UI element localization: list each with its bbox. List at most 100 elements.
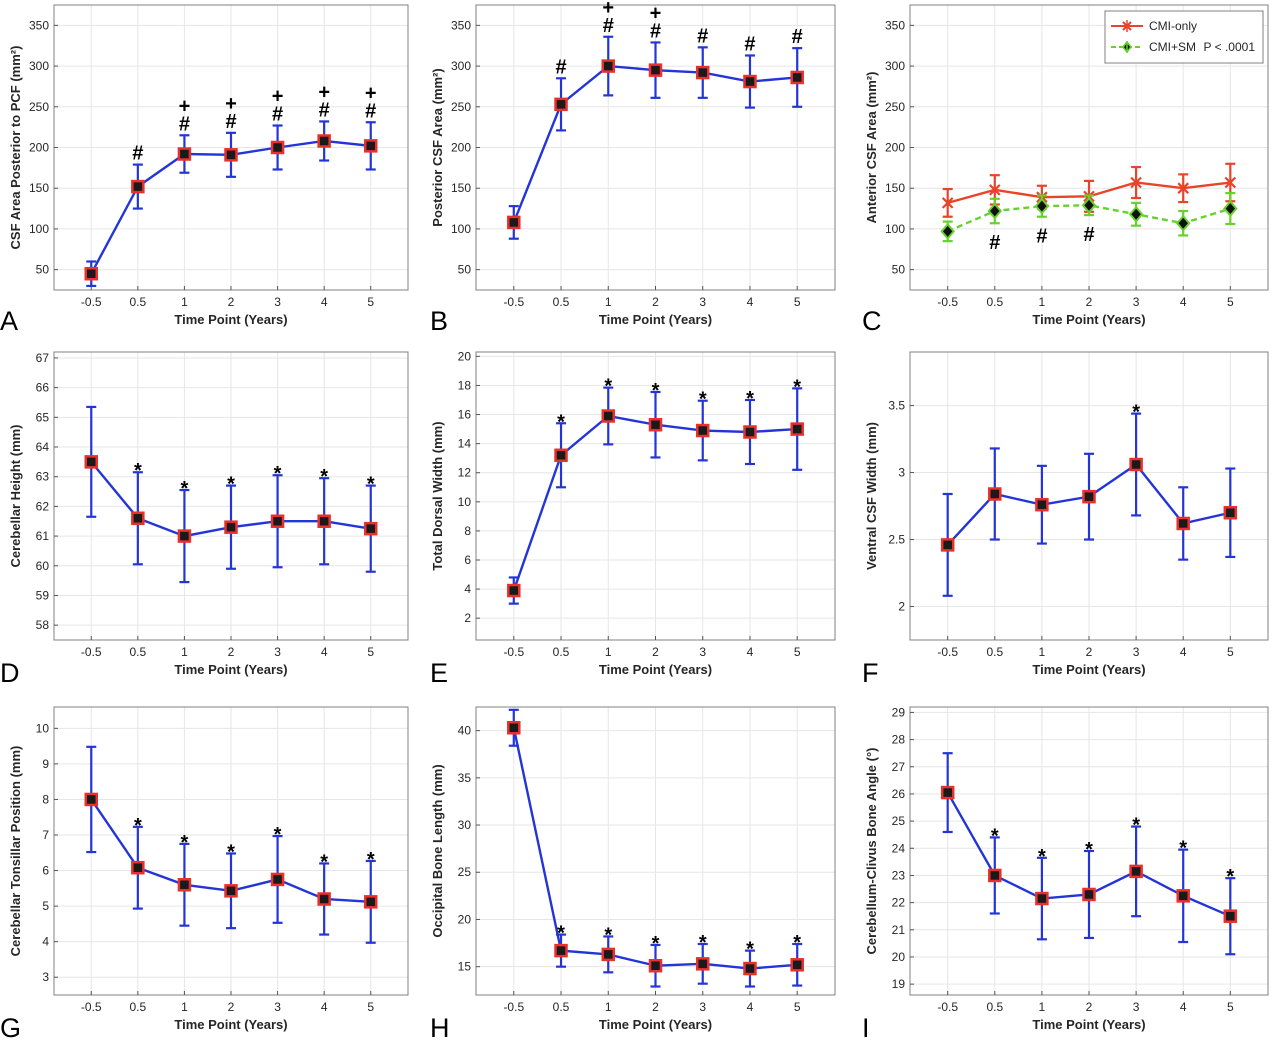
data-point [131,511,145,526]
significance-marker: # [650,20,661,42]
data-point [790,70,804,85]
data-point [988,868,1002,883]
x-axis-label: Time Point (Years) [599,1017,712,1032]
x-axis-label: Time Point (Years) [599,662,712,677]
significance-marker: # [792,26,803,48]
x-tick-label: 2 [1086,645,1093,659]
x-axis-label: Time Point (Years) [599,312,712,327]
y-tick-label: 8 [42,792,49,806]
data-point [507,583,521,598]
x-tick-label: -0.5 [81,645,102,659]
significance-marker: * [604,376,612,398]
significance-marker: * [367,849,375,871]
x-tick-label: 0.5 [986,645,1003,659]
x-tick-label: 1 [181,645,188,659]
y-tick-label: 250 [885,100,905,114]
significance-marker: + [225,93,237,115]
x-tick-label: 4 [1180,645,1187,659]
legend-p-value: P < .0001 [1204,40,1256,54]
y-tick-label: 2 [464,611,471,625]
data-point [131,179,145,194]
series-0 [84,120,378,288]
x-tick-label: 5 [367,645,374,659]
data-point [317,892,331,906]
data-point [84,455,99,469]
y-tick-label: 8 [464,524,471,538]
series-0 [940,752,1238,956]
significance-marker: + [179,95,191,117]
y-tick-label: 3.5 [888,399,905,413]
significance-marker: # [272,104,283,126]
significance-marker: # [132,143,143,165]
x-tick-label: 3 [1133,1000,1140,1014]
series-1 [940,192,1238,243]
x-tick-label: 4 [747,645,754,659]
y-tick-label: 250 [451,100,471,114]
data-point [1176,889,1190,903]
y-tick-label: 250 [29,100,49,114]
y-tick-label: 20 [458,912,472,926]
x-axis-label: Time Point (Years) [1032,1017,1145,1032]
data-point [940,538,955,552]
significance-marker: * [557,923,565,945]
significance-marker: * [320,851,328,873]
significance-marker: * [134,460,142,482]
significance-marker: * [557,411,565,433]
data-point [695,957,710,971]
significance-marker: * [1085,839,1093,861]
x-tick-label: 1 [181,295,188,309]
data-point [1222,200,1238,218]
y-axis-label: Anterior CSF Area (mm²) [864,72,879,224]
y-tick-label: 26 [892,787,906,801]
y-tick-label: 300 [29,59,49,73]
x-tick-label: 5 [794,1000,801,1014]
y-tick-label: 200 [29,141,49,155]
data-point [177,147,192,161]
x-tick-label: 2 [228,295,235,309]
significance-marker: # [555,56,566,78]
x-tick-label: -0.5 [937,295,958,309]
significance-marker: * [746,388,754,410]
data-point [601,947,616,962]
series-0 [507,35,804,240]
y-axis-label: Ventral CSF Width (mm) [864,422,879,570]
significance-marker: + [650,2,662,24]
data-point [1035,891,1049,906]
x-tick-label: 1 [1039,1000,1046,1014]
significance-marker: * [652,933,660,955]
data-point [1130,176,1142,189]
data-point [1082,489,1096,504]
y-tick-label: 4 [42,935,49,949]
y-tick-label: 58 [36,618,50,632]
y-axis-label: Cerebellar Tonsillar Position (mm) [8,746,23,957]
y-tick-label: 59 [36,588,50,602]
y-tick-label: 350 [29,18,49,32]
y-tick-label: 3 [898,466,905,480]
y-tick-label: 100 [451,222,471,236]
y-tick-label: 2.5 [888,533,905,547]
y-tick-label: 50 [36,263,50,277]
y-tick-label: 200 [451,141,471,155]
y-tick-label: 29 [892,705,906,719]
significance-marker: * [181,478,189,500]
x-tick-label: 2 [652,645,659,659]
y-tick-label: 18 [458,378,472,392]
panel-letter: C [862,306,882,336]
x-tick-label: 0.5 [129,1000,146,1014]
x-tick-label: 5 [367,295,374,309]
significance-marker: * [181,832,189,854]
x-tick-label: 4 [321,295,328,309]
x-tick-label: -0.5 [937,645,958,659]
data-point [131,860,145,875]
significance-marker: + [602,0,614,19]
data-point [363,139,378,153]
x-tick-label: 5 [794,645,801,659]
x-tick-label: 1 [605,645,612,659]
significance-marker: # [1036,226,1047,248]
x-tick-label: 0.5 [553,645,570,659]
y-tick-label: 10 [36,721,50,735]
data-point [601,59,616,73]
data-point [270,140,285,155]
